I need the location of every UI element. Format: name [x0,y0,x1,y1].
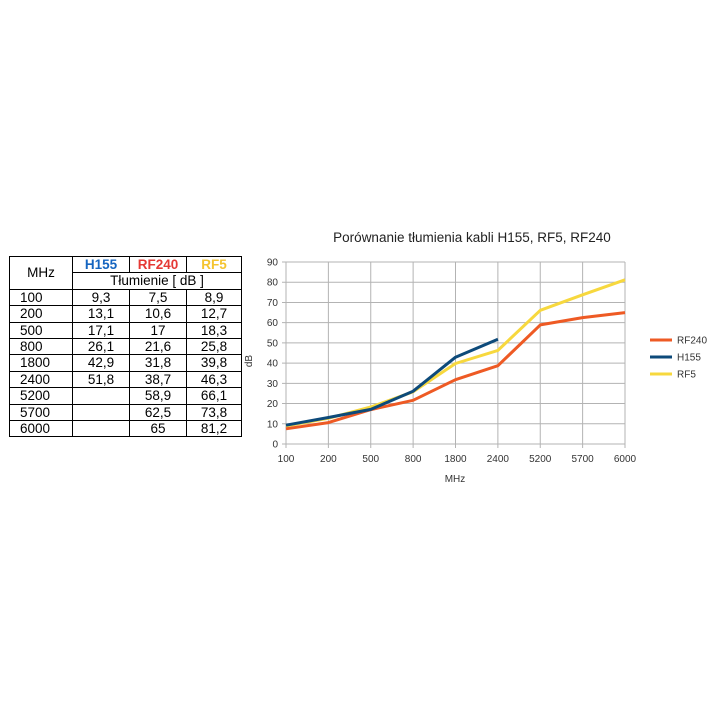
table-cell-rf5: 73,8 [186,404,242,422]
rf5-header: RF5 [186,256,242,274]
rf240-header: RF240 [129,256,187,274]
y-axis-title: dB [244,355,255,368]
table-cell-rf5: 46,3 [186,371,242,389]
table-cell-mhz: 200 [9,305,73,323]
chart-series [285,278,626,431]
table-cell-mhz: 5200 [9,387,73,405]
table-row: 5200 58,9 66,1 [9,387,242,405]
y-tick-label: 20 [267,399,279,410]
chart-title: Porównanie tłumienia kabli H155, RF5, RF… [333,230,611,245]
table-cell-rf5: 8,9 [186,289,242,307]
y-tick-label: 0 [272,440,278,451]
table-cell-rf240: 65 [129,420,187,438]
table-cell-rf240: 17 [129,322,187,340]
table-cell-h155: 17,1 [72,322,130,340]
table-row: 100 9,3 7,5 8,9 [9,289,242,307]
y-tick-label: 70 [267,298,279,309]
table-cell-rf240: 58,9 [129,387,187,405]
x-tick-label: 5200 [529,454,552,465]
x-tick-label: 100 [278,454,295,465]
table-cell-mhz: 1800 [9,354,73,372]
table-cell-h155: 51,8 [72,371,130,389]
y-axis-ticks: 0 10 20 30 40 50 60 70 80 90 [267,258,279,451]
table-cell-h155: 13,1 [72,305,130,323]
table-header-row: MHz H155 RF240 RF5 [9,256,242,290]
table-cell-rf240: 38,7 [129,371,187,389]
table-cell-rf240: 21,6 [129,338,187,356]
table-row: 1800 42,9 31,8 39,8 [9,354,242,372]
table-cell-rf240: 62,5 [129,404,187,422]
table-cell-mhz: 2400 [9,371,73,389]
x-tick-label: 5700 [572,454,595,465]
x-tick-label: 1800 [444,454,467,465]
y-tick-label: 50 [267,338,279,349]
x-axis-ticks: 100 200 500 800 1800 2400 5200 5700 6000 [278,454,637,465]
attenuation-table: MHz H155 RF240 RF5 Tłumienie [ dB ] 100 9… [9,256,242,438]
x-tick-label: 500 [362,454,379,465]
table-cell-rf5: 18,3 [186,322,242,340]
chart-legend: RF240 H155 RF5 [650,336,707,381]
table-cell-rf240: 31,8 [129,354,187,372]
y-tick-label: 60 [267,318,279,329]
x-tick-label: 800 [405,454,422,465]
x-tick-label: 2400 [487,454,510,465]
table-cell-mhz: 5700 [9,404,73,422]
table-cell-rf5: 12,7 [186,305,242,323]
table-cell-h155: 26,1 [72,338,130,356]
series-line-h155 [285,337,499,427]
table-row: 200 13,1 10,6 12,7 [9,305,242,323]
table-cell-rf240: 7,5 [129,289,187,307]
table-cell-rf5: 39,8 [186,354,242,372]
y-tick-label: 80 [267,278,279,289]
x-tick-label: 6000 [614,454,637,465]
legend-label-rf5: RF5 [677,370,696,381]
legend-label-h155: H155 [677,353,701,364]
mhz-header: MHz [9,256,73,290]
chart-grid [282,261,626,448]
h155-header: H155 [72,256,130,274]
y-tick-label: 10 [267,419,279,430]
unit-header: Tłumienie [ dB ] [72,272,242,290]
x-axis-title: MHz [445,474,466,485]
y-tick-label: 90 [267,258,279,269]
unit-header-row: Tłumienie [ dB ] [10,272,242,290]
table-cell-rf5: 81,2 [186,420,242,438]
series-line-rf240 [285,311,626,431]
y-tick-label: 30 [267,379,279,390]
legend-label-rf240: RF240 [677,336,707,347]
y-tick-label: 40 [267,359,279,370]
table-cell-rf5: 66,1 [186,387,242,405]
table-cell-mhz: 6000 [9,420,73,438]
table-row: 2400 51,8 38,7 46,3 [9,371,242,389]
table-cell-mhz: 800 [9,338,73,356]
x-tick-label: 200 [320,454,337,465]
table-cell-mhz: 500 [9,322,73,340]
table-row: 5700 62,5 73,8 [9,404,242,422]
table-row: 800 26,1 21,6 25,8 [9,338,242,356]
table-cell-rf5: 25,8 [186,338,242,356]
table-row: 6000 65 81,2 [9,420,242,438]
table-row: 500 17,1 17 18,3 [9,322,242,340]
